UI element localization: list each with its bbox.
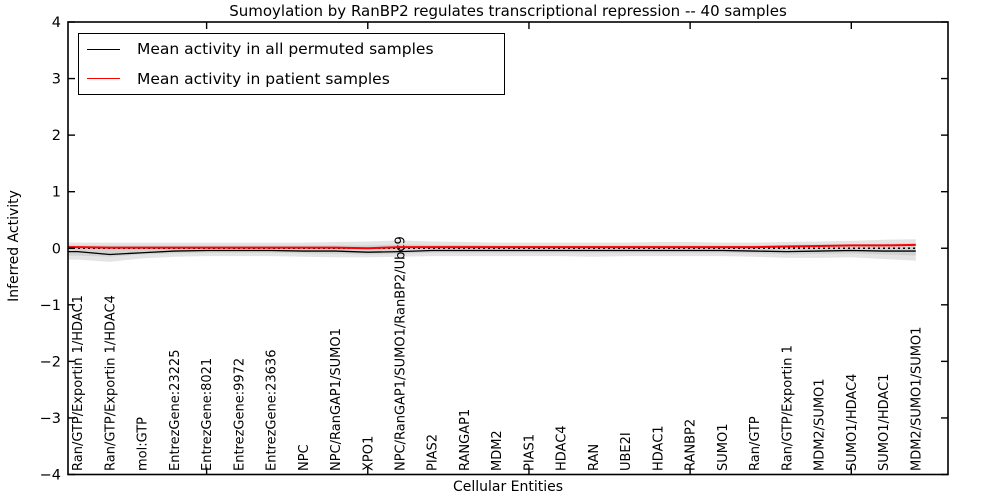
x-tick-label: SUMO1/HDAC4 xyxy=(845,374,860,471)
x-tick-label: Ran/GTP xyxy=(748,416,763,471)
y-tick-label: 2 xyxy=(52,128,61,144)
x-tick-label: SUMO1/HDAC1 xyxy=(877,374,892,471)
black-line-swatch xyxy=(87,48,120,50)
y-tick-label: −3 xyxy=(40,411,61,427)
y-tick-label: −1 xyxy=(40,298,61,314)
y-axis-label: Inferred Activity xyxy=(6,190,22,302)
x-tick-label: NPC/RanGAP1/SUMO1 xyxy=(329,328,344,471)
x-tick-label: RAN xyxy=(587,444,602,471)
x-tick-label: UBE2I xyxy=(619,432,634,471)
x-tick-label: XPO1 xyxy=(361,436,376,471)
y-tick-label: 4 xyxy=(52,15,61,31)
red-line-swatch xyxy=(87,78,120,80)
x-tick-label: Ran/GTP/Exportin 1/HDAC1 xyxy=(71,295,86,471)
x-tick-label: MDM2 xyxy=(490,430,505,471)
y-tick-label: 3 xyxy=(52,72,61,88)
legend-label-patient: Mean activity in patient samples xyxy=(137,69,390,88)
legend: Mean activity in all permuted samples Me… xyxy=(78,33,505,95)
x-tick-label: Ran/GTP/Exportin 1 xyxy=(780,345,795,471)
x-tick-label: PIAS1 xyxy=(522,434,537,471)
x-tick-label: Ran/GTP/Exportin 1/HDAC4 xyxy=(103,295,118,471)
x-tick-label: RANGAP1 xyxy=(458,409,473,471)
x-tick-label: NPC xyxy=(297,444,312,471)
x-tick-label: EntrezGene:23636 xyxy=(265,350,280,471)
legend-item-patient: Mean activity in patient samples xyxy=(79,65,504,93)
x-tick-label: HDAC4 xyxy=(555,425,570,471)
x-tick-label: SUMO1 xyxy=(716,424,731,472)
y-tick-label: 1 xyxy=(52,185,61,201)
chart-title: Sumoylation by RanBP2 regulates transcri… xyxy=(229,2,787,20)
x-tick-label: RANBP2 xyxy=(684,419,699,471)
series-line-1 xyxy=(68,243,916,250)
x-tick-label: EntrezGene:9972 xyxy=(232,358,247,471)
y-tick-label: −2 xyxy=(40,354,61,370)
series-line-0 xyxy=(68,249,916,256)
x-tick-label: mol:GTP xyxy=(136,417,151,471)
legend-item-permuted: Mean activity in all permuted samples xyxy=(79,35,504,63)
x-tick-label: MDM2/SUMO1/SUMO1 xyxy=(909,327,924,471)
x-tick-label: HDAC1 xyxy=(651,425,666,471)
legend-label-permuted: Mean activity in all permuted samples xyxy=(137,40,434,59)
x-tick-label: MDM2/SUMO1 xyxy=(813,378,828,471)
x-axis-label: Cellular Entities xyxy=(452,479,564,495)
x-tick-label: NPC/RanGAP1/SUMO1/RanBP2/Ubc9 xyxy=(394,236,409,471)
x-tick-label: EntrezGene:23225 xyxy=(168,350,183,471)
y-tick-label: −4 xyxy=(40,468,61,484)
x-tick-label: EntrezGene:8021 xyxy=(200,358,215,471)
y-tick-label: 0 xyxy=(52,241,61,257)
x-tick-label: PIAS2 xyxy=(426,434,441,471)
